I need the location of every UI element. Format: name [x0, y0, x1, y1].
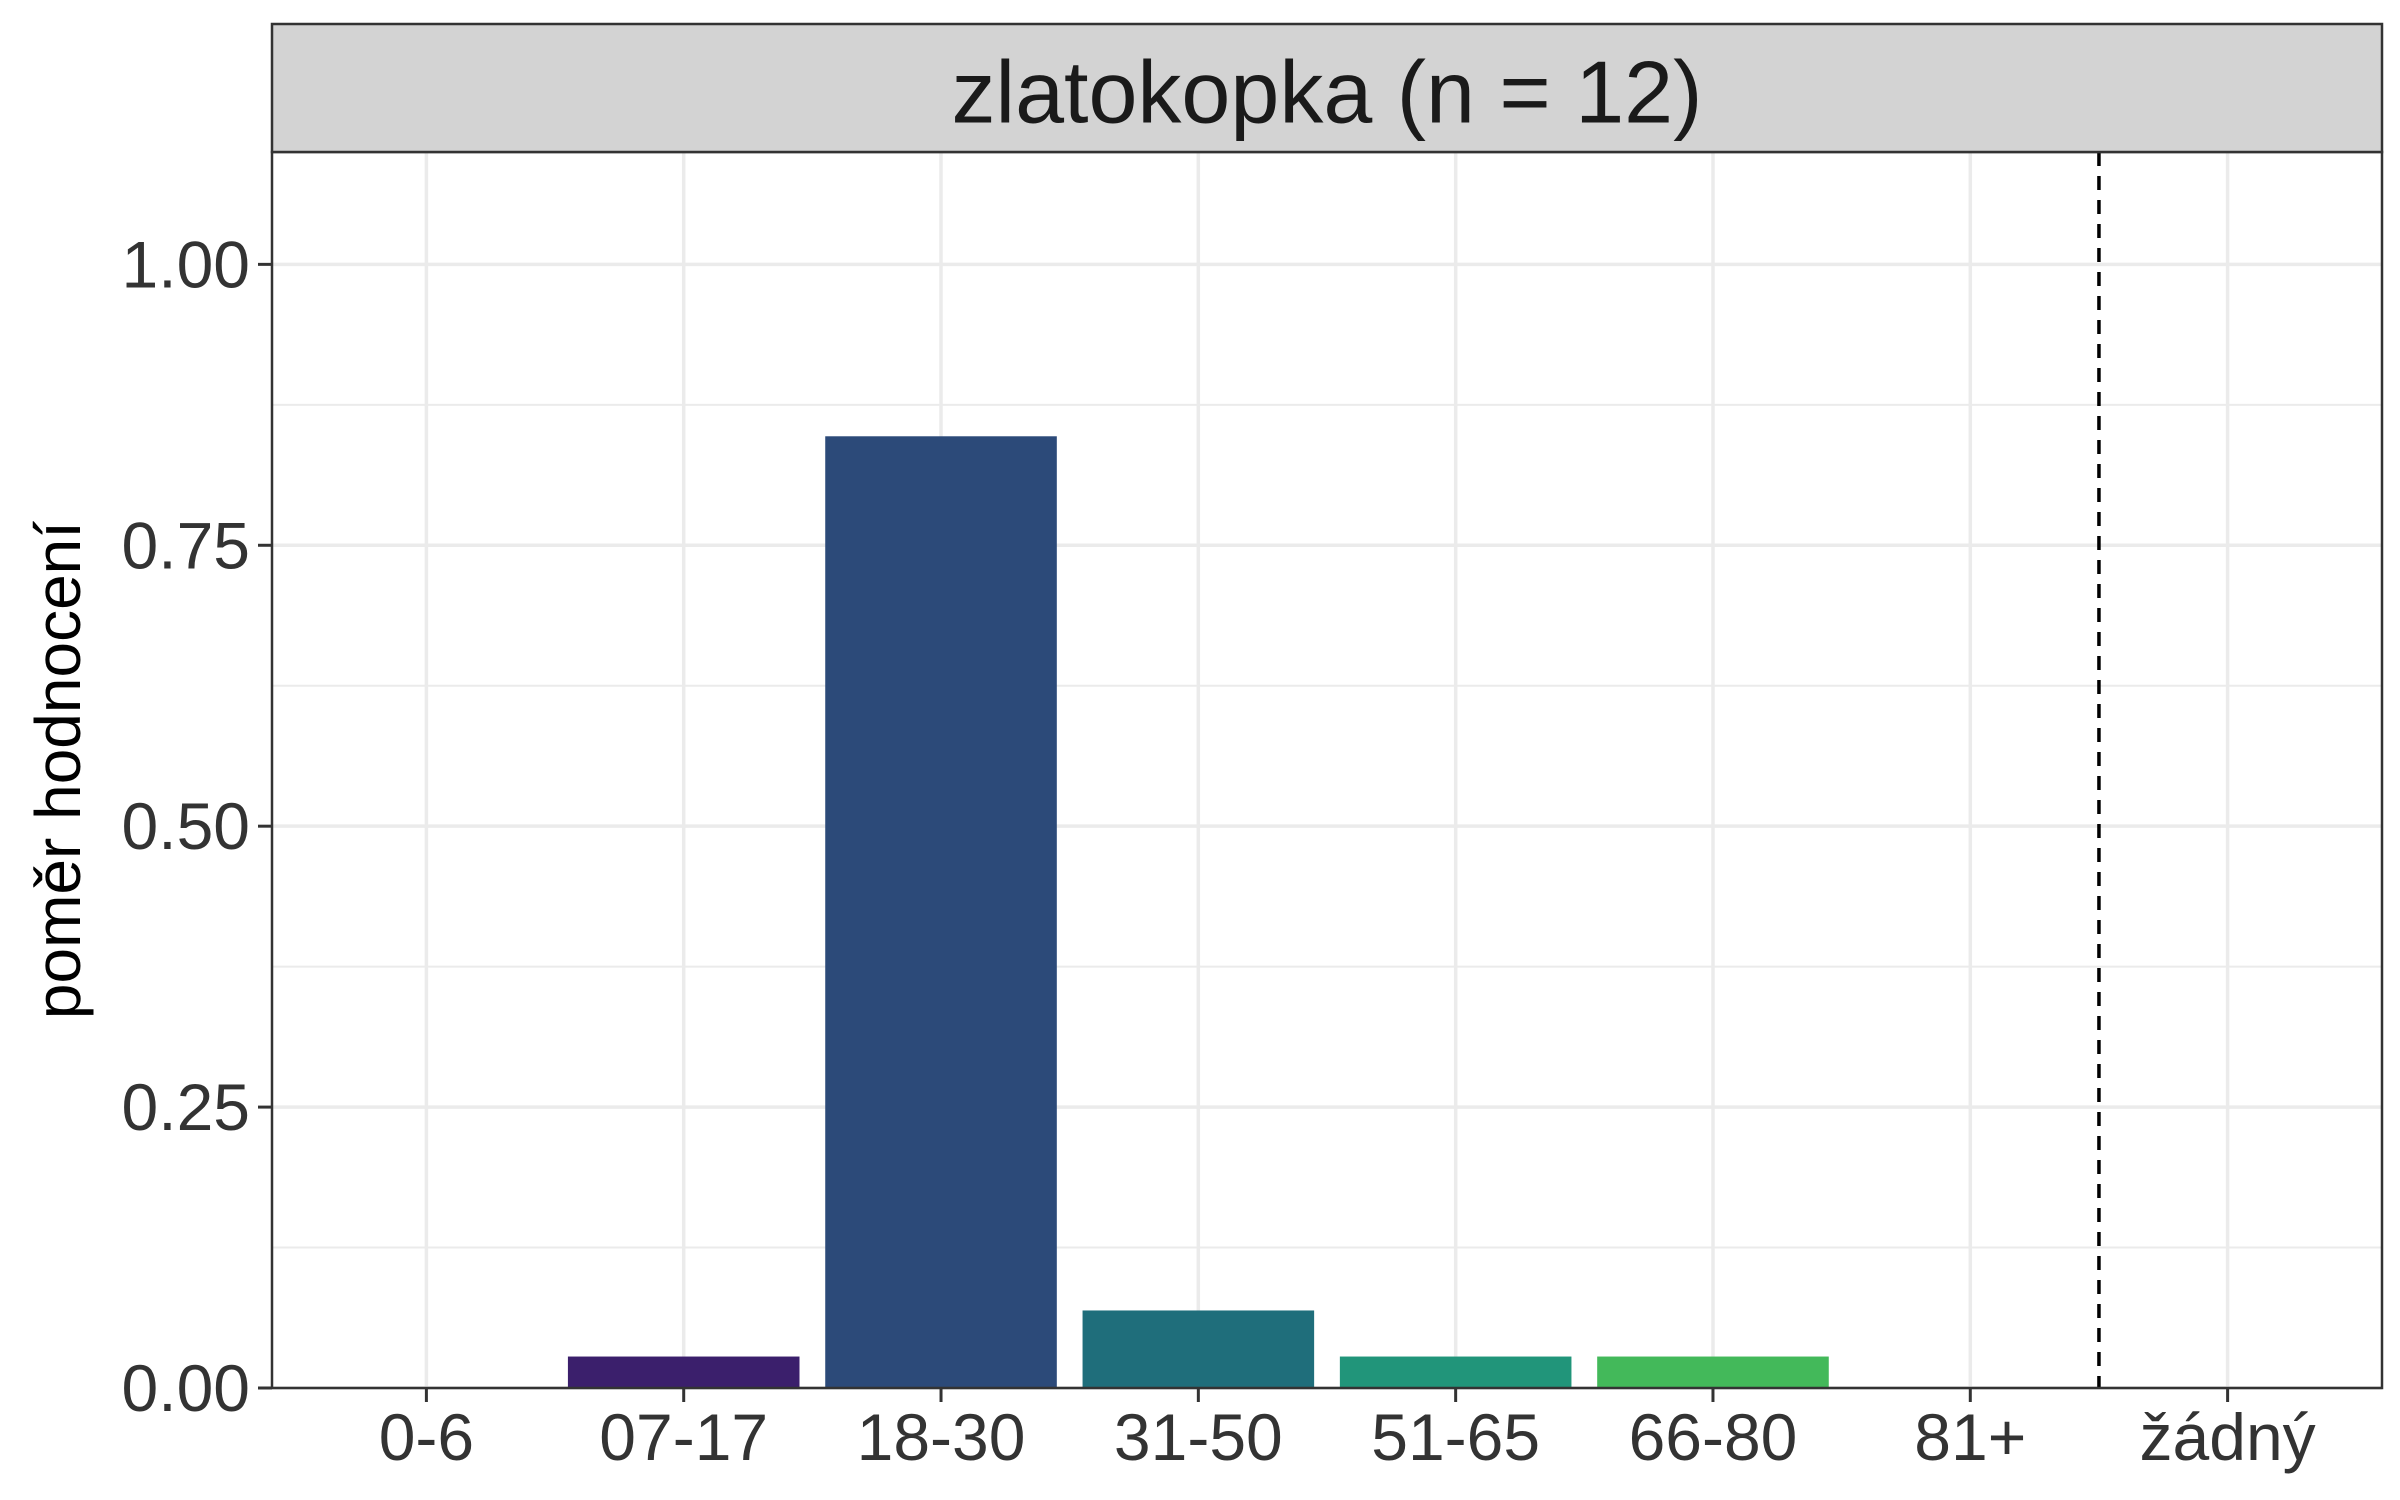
y-axis-title: poměr hodnocení	[22, 521, 94, 1019]
x-tick-label: 31-50	[1114, 1400, 1283, 1474]
x-tick-label: 66-80	[1629, 1400, 1798, 1474]
bar-18-30	[825, 436, 1057, 1388]
bar-31-50	[1082, 1310, 1315, 1388]
x-tick-label: žádný	[2140, 1400, 2316, 1474]
bar-layer	[567, 436, 1829, 1388]
x-tick-label: 07-17	[599, 1400, 768, 1474]
x-tick-label: 0-6	[379, 1400, 474, 1474]
bar-51-65	[1339, 1356, 1572, 1388]
x-tick-label: 51-65	[1371, 1400, 1540, 1474]
y-tick-label: 0.50	[122, 789, 250, 863]
bar-07-17	[567, 1356, 800, 1388]
facet-strip	[270, 22, 2384, 154]
bar-66-80	[1597, 1356, 1829, 1388]
y-tick-label: 0.00	[122, 1351, 250, 1425]
facet-title: zlatokopka (n = 12)	[952, 43, 1703, 142]
y-axis: 0.00 0.25 0.50 0.75 1.00	[122, 227, 272, 1425]
x-tick-label: 18-30	[857, 1400, 1026, 1474]
y-tick-label: 1.00	[122, 227, 250, 301]
panel-background	[272, 152, 2382, 1388]
x-tick-label: 81+	[1914, 1400, 2026, 1474]
grid-layer	[272, 152, 2382, 1390]
x-axis: 0-6 07-17 18-30 31-50 51-65 66-80 81+ žádný	[379, 1388, 2316, 1474]
y-tick-label: 0.25	[122, 1070, 250, 1144]
y-tick-label: 0.75	[122, 508, 250, 582]
